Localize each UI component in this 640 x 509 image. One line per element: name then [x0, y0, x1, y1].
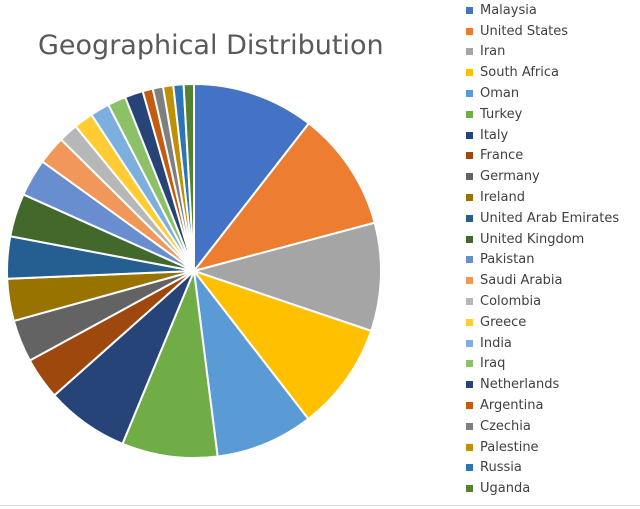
- bottom-divider: [0, 505, 640, 506]
- legend-item: United Arab Emirates: [466, 208, 638, 229]
- legend: Malaysia United States Iran South Africa Oma…: [466, 0, 638, 499]
- legend-swatch: [466, 6, 473, 14]
- legend-label: Greece: [480, 314, 527, 330]
- legend-swatch: [466, 131, 473, 139]
- legend-item: Palestine: [466, 437, 638, 458]
- legend-item: Saudi Arabia: [466, 270, 638, 291]
- legend-label: Oman: [480, 86, 520, 102]
- legend-swatch: [466, 422, 473, 430]
- legend-label: Saudi Arabia: [480, 273, 563, 289]
- pie-slice-oman: [192, 267, 310, 458]
- legend-swatch: [466, 48, 473, 56]
- legend-swatch: [466, 69, 473, 77]
- legend-swatch: [466, 27, 473, 35]
- legend-label: India: [480, 335, 512, 351]
- legend-item: Russia: [466, 458, 638, 479]
- chart-title: Geographical Distribution: [38, 30, 384, 61]
- legend-swatch: [466, 173, 473, 181]
- pie-slice-south-africa: [191, 268, 373, 421]
- legend-item: Oman: [466, 83, 638, 104]
- legend-swatch: [466, 90, 473, 98]
- legend-label: Uganda: [480, 481, 531, 497]
- pie-slice-uganda: [182, 82, 195, 272]
- legend-swatch: [466, 402, 473, 410]
- legend-item: United States: [466, 21, 638, 42]
- legend-label: United States: [480, 23, 569, 39]
- legend-label: Iran: [480, 44, 506, 60]
- legend-swatch: [466, 298, 473, 306]
- legend-item: Turkey: [466, 104, 638, 125]
- legend-item: Iraq: [466, 354, 638, 375]
- legend-swatch: [466, 277, 473, 285]
- legend-label: France: [480, 148, 524, 164]
- legend-item: Ireland: [466, 187, 638, 208]
- legend-label: Palestine: [480, 439, 539, 455]
- legend-item: France: [466, 146, 638, 167]
- legend-item: South Africa: [466, 62, 638, 83]
- legend-item: Colombia: [466, 291, 638, 312]
- legend-label: South Africa: [480, 65, 559, 81]
- pie-slice-turkey: [121, 267, 219, 459]
- legend-swatch: [466, 256, 473, 264]
- legend-label: Colombia: [480, 294, 542, 310]
- pie-slice-iran: [190, 221, 382, 333]
- legend-label: Pakistan: [480, 252, 535, 268]
- legend-swatch: [466, 318, 473, 326]
- legend-swatch: [466, 339, 473, 347]
- legend-label: Russia: [480, 460, 522, 476]
- legend-item: Greece: [466, 312, 638, 333]
- legend-label: Czechia: [480, 418, 531, 434]
- legend-swatch: [466, 235, 473, 243]
- legend-swatch: [466, 214, 473, 222]
- legend-swatch: [466, 194, 473, 202]
- legend-label: United Kingdom: [480, 231, 585, 247]
- legend-item: Italy: [466, 125, 638, 146]
- legend-item: Czechia: [466, 416, 638, 437]
- legend-item: Argentina: [466, 395, 638, 416]
- legend-label: Malaysia: [480, 2, 537, 18]
- legend-label: Germany: [480, 169, 540, 185]
- legend-swatch: [466, 110, 473, 118]
- legend-label: Turkey: [480, 106, 523, 122]
- legend-label: United Arab Emirates: [480, 210, 620, 226]
- legend-label: Netherlands: [480, 377, 560, 393]
- legend-label: Iraq: [480, 356, 506, 372]
- legend-item: Uganda: [466, 478, 638, 499]
- legend-swatch: [466, 152, 473, 160]
- legend-item: United Kingdom: [466, 229, 638, 250]
- legend-swatch: [466, 485, 473, 493]
- legend-item: Iran: [466, 42, 638, 63]
- legend-item: Malaysia: [466, 0, 638, 21]
- legend-swatch: [466, 381, 473, 389]
- pie-slice-malaysia: [193, 82, 311, 274]
- legend-item: Pakistan: [466, 250, 638, 271]
- legend-swatch: [466, 464, 473, 472]
- legend-item: Germany: [466, 166, 638, 187]
- legend-item: India: [466, 333, 638, 354]
- legend-label: Italy: [480, 127, 509, 143]
- legend-swatch: [466, 360, 473, 368]
- legend-item: Netherlands: [466, 374, 638, 395]
- legend-swatch: [466, 443, 473, 451]
- legend-label: Argentina: [480, 398, 544, 414]
- legend-label: Ireland: [480, 190, 525, 206]
